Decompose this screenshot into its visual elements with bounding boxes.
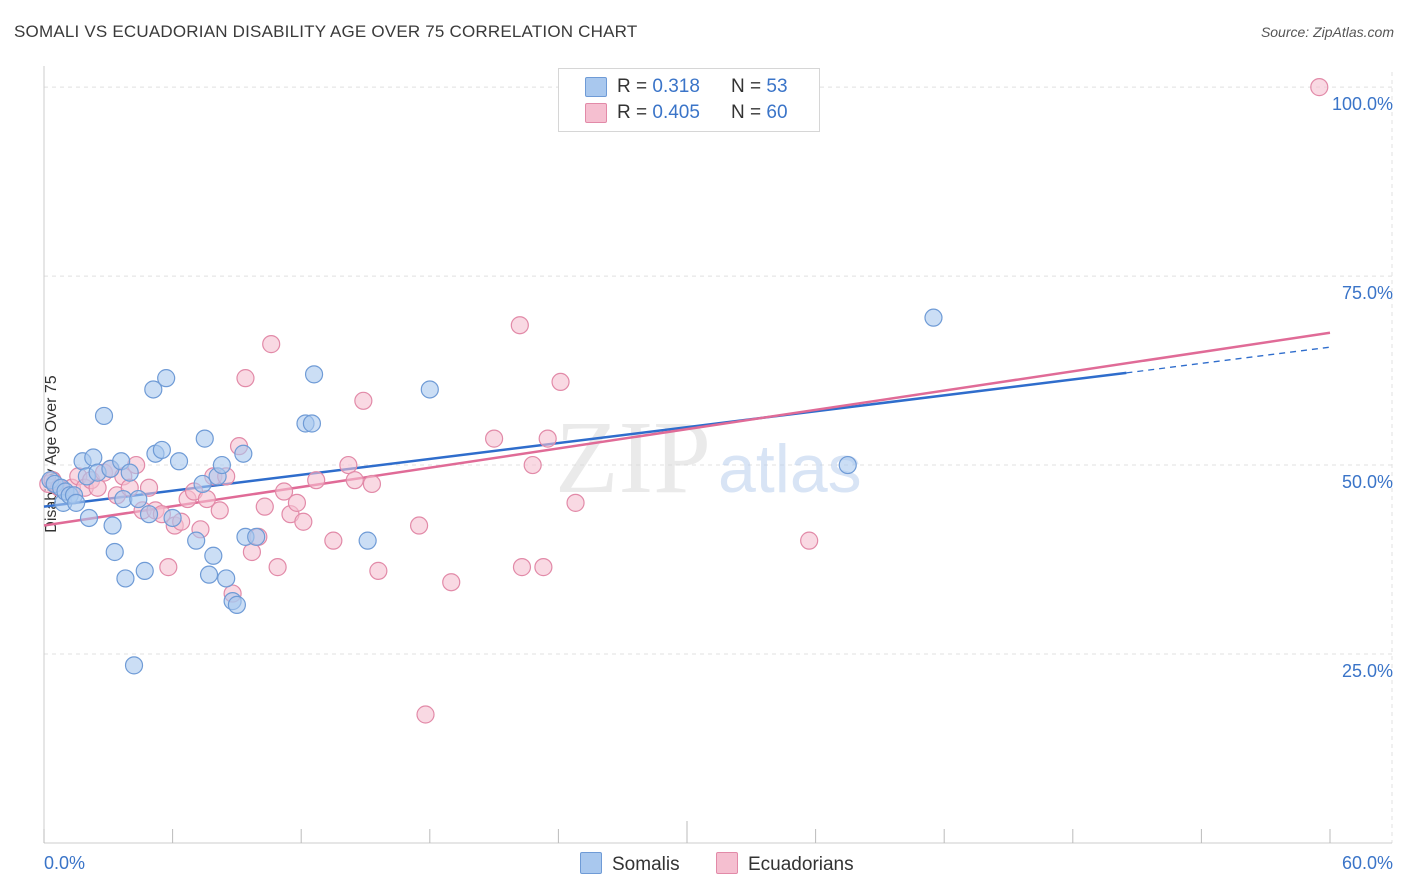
somali-point <box>79 508 99 528</box>
somali-point <box>144 380 163 399</box>
watermark: ZIP atlas <box>555 400 862 515</box>
ecuadorian-r-value: 0.405 <box>652 102 700 123</box>
ecuadorian-point <box>523 455 542 475</box>
somali-r-value: 0.318 <box>652 76 700 97</box>
chart-title: SOMALI VS ECUADORIAN DISABILITY AGE OVER… <box>14 22 638 41</box>
ecuadorian-point <box>255 497 274 516</box>
ecuadorian-point <box>268 558 287 577</box>
somali-point <box>302 414 322 433</box>
ecuadorian-point <box>485 429 504 448</box>
ecuadorian-point <box>362 474 382 494</box>
gridlines <box>44 72 1393 843</box>
ecuadorian-point <box>800 531 819 550</box>
somali-point <box>94 406 114 426</box>
somali-point <box>304 365 324 384</box>
somali-point <box>227 595 246 614</box>
y-tick-label: 25.0% <box>1342 661 1393 681</box>
ecuadorian-point <box>534 558 553 577</box>
somali-point <box>157 369 176 388</box>
somali-point <box>204 546 223 565</box>
somali-swatch <box>585 77 607 97</box>
x-tick-label-min: 0.0% <box>44 853 85 873</box>
ecuadorian-point <box>159 558 178 577</box>
ecuadorian-point <box>339 455 358 475</box>
somali-point <box>129 489 148 509</box>
x-tick-label-max: 60.0% <box>1342 853 1393 873</box>
data-points <box>39 78 1329 724</box>
bottom-legend-ecuadorian[interactable]: Ecuadorians <box>716 852 854 876</box>
watermark-atlas: atlas <box>718 431 862 507</box>
ecuadorian-point <box>262 335 281 354</box>
ecuadorian-legend-label: Ecuadorians <box>748 854 854 875</box>
somali-point <box>193 474 212 494</box>
somali-point <box>924 308 943 327</box>
ecuadorian-point <box>287 493 307 512</box>
ecuadorian-point <box>551 372 570 392</box>
ecuadorian-point <box>324 531 343 550</box>
ecuadorian-point <box>274 482 294 501</box>
ecuadorian-n-label: N = <box>731 102 767 123</box>
somali-point <box>358 531 377 550</box>
somali-point <box>84 448 103 467</box>
axes <box>43 66 1392 844</box>
somali-legend-label: Somalis <box>612 854 680 875</box>
y-tick-label: 100.0% <box>1332 94 1393 114</box>
ecuadorian-swatch <box>585 103 607 123</box>
somali-point <box>838 455 857 475</box>
ecuadorian-point <box>1310 78 1329 97</box>
ecuadorian-r-label: R = <box>617 102 653 123</box>
somali-trend-extension <box>1126 346 1331 374</box>
ecuadorian-point <box>210 501 229 520</box>
somali-point <box>212 455 231 475</box>
ecuadorian-point <box>307 471 326 490</box>
somali-point <box>420 380 439 399</box>
somali-point <box>105 542 124 562</box>
somali-point <box>124 656 144 675</box>
ecuadorian-point <box>345 471 364 490</box>
ecuadorian-point <box>236 369 255 388</box>
somali-point <box>169 452 189 471</box>
somali-point <box>163 508 182 528</box>
source-label: Source: ZipAtlas.com <box>1260 24 1394 40</box>
somali-point <box>67 493 86 512</box>
somali-point <box>139 505 159 524</box>
somali-n-label: N = <box>731 76 767 97</box>
somali-point <box>152 440 171 460</box>
somali-point <box>120 463 139 482</box>
correlation-legend: R = 0.318 N = 53 R = 0.405 N = 60 <box>558 68 820 132</box>
somali-point <box>217 569 236 588</box>
somali-point <box>116 569 135 588</box>
somali-point <box>247 527 266 546</box>
ecuadorian-point <box>354 391 373 410</box>
y-tick-label: 75.0% <box>1342 283 1393 303</box>
somali-point <box>195 429 214 448</box>
ecuadorian-point <box>566 493 585 512</box>
ecuadorian-point <box>409 516 429 535</box>
somali-r-label: R = <box>617 76 653 97</box>
ecuadorian-point <box>442 573 461 592</box>
ecuadorian-point <box>242 542 262 562</box>
ecuadorian-trend-line <box>43 331 1331 527</box>
ecuadorian-n-value: 60 <box>766 102 788 123</box>
ecuadorian-point <box>538 429 557 448</box>
ecuadorian-point <box>416 705 435 724</box>
somali-point <box>187 531 206 550</box>
ecuadorian-point <box>369 561 388 580</box>
ecuadorian-point <box>510 316 529 335</box>
bottom-legend-somali[interactable]: Somalis <box>580 852 680 876</box>
ecuadorian-point <box>139 478 159 497</box>
ecuadorian-point <box>512 558 532 577</box>
somali-point <box>135 561 154 580</box>
somali-n-value: 53 <box>766 76 788 97</box>
somali-point <box>103 516 122 535</box>
y-tick-label: 50.0% <box>1342 472 1393 492</box>
somali-point <box>199 565 219 584</box>
ecuadorian-point <box>294 512 313 531</box>
tick-labels: 25.0% 50.0% 75.0% 100.0% 0.0% 60.0% <box>44 94 1393 873</box>
somali-legend-swatch <box>580 852 602 874</box>
somali-point <box>234 444 253 463</box>
ecuadorian-legend-swatch <box>716 852 738 874</box>
